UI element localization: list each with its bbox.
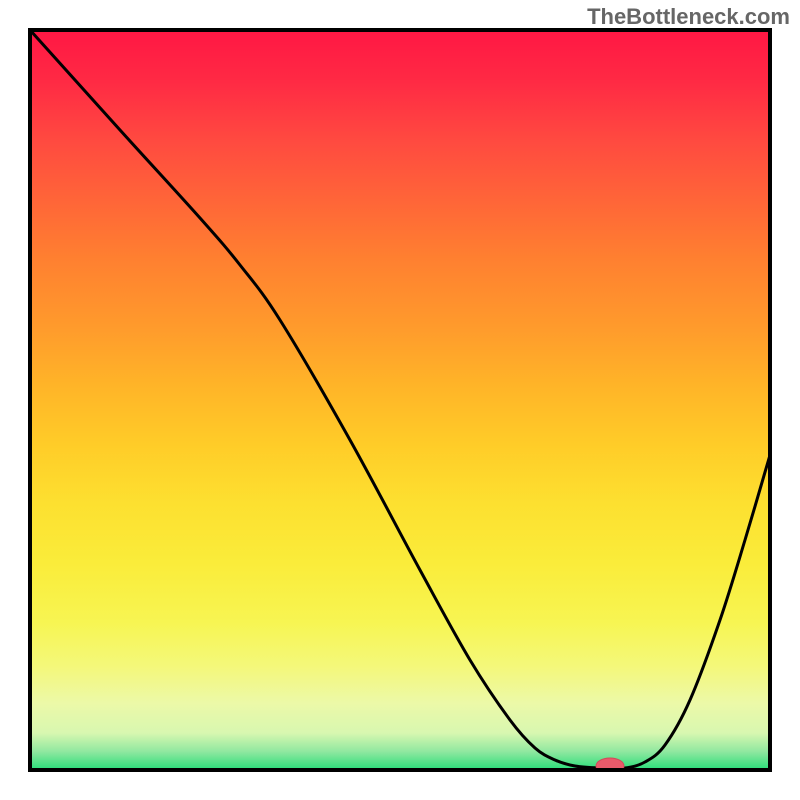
- watermark-text: TheBottleneck.com: [587, 4, 790, 30]
- plot-background: [30, 30, 770, 770]
- chart-container: TheBottleneck.com: [0, 0, 800, 800]
- chart-svg: [0, 0, 800, 800]
